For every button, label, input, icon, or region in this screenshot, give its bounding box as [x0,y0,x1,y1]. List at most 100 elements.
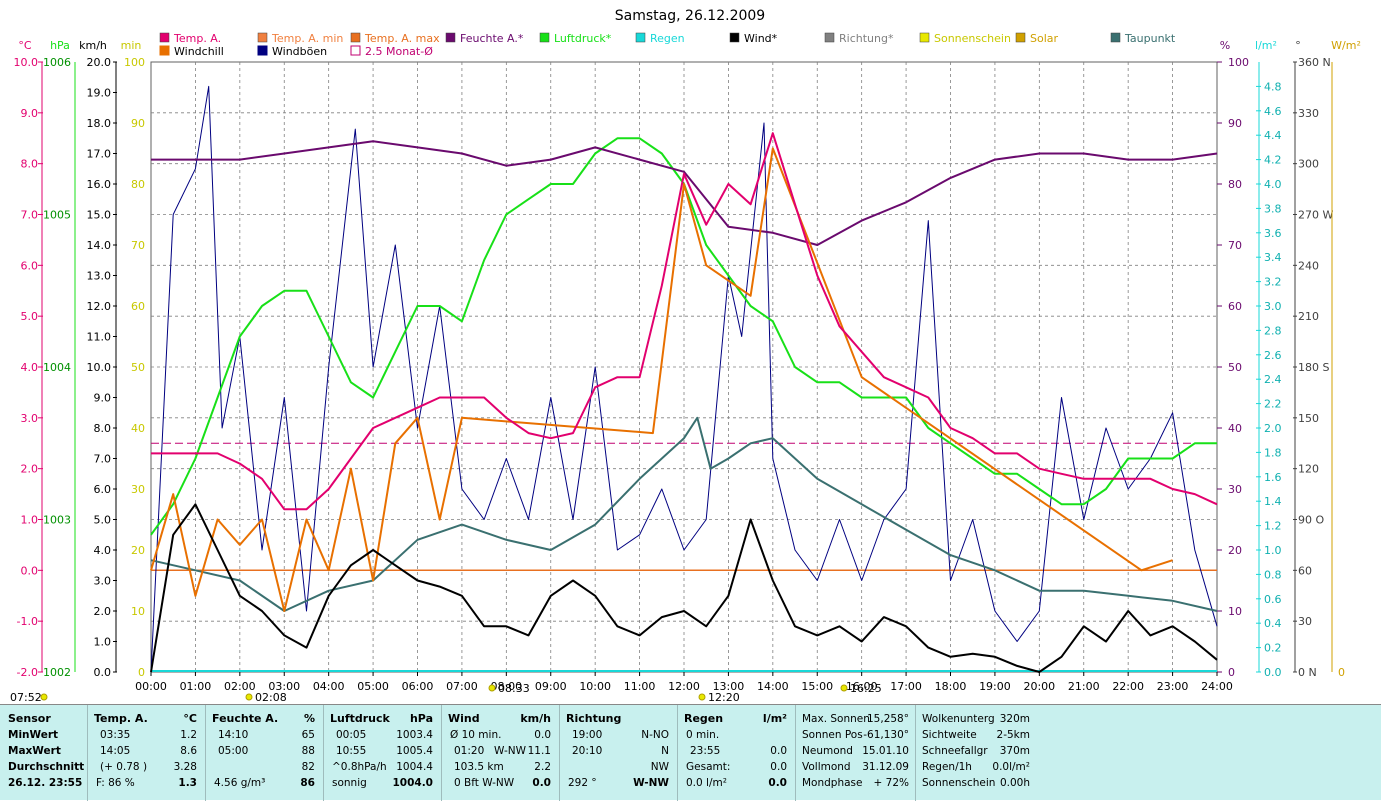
cloud-r5-label: Sonnenschein [922,777,996,789]
legend-label: Temp. A. max [364,32,440,45]
legend-label: Taupunkt [1124,32,1176,45]
wind-unit: km/h [520,712,551,725]
min-tick-label: 100 [124,56,145,69]
time-marker-label: 07:52 [10,691,42,704]
press-forecast-label: sonnig [332,777,367,789]
dir-last-value: W-NW [633,777,669,789]
cloud-r2-value: 2-5km [996,729,1030,741]
time-tick-label: 13:00 [713,680,745,693]
wind-tick-label: 8.0 [94,422,112,435]
wind-tick-label: 13.0 [87,270,112,283]
maxwert-label: MaxWert [8,745,61,757]
cloud-r2-label: Sichtweite [922,729,977,741]
dir-r1-value: N-NO [641,729,669,741]
legend-swatch [919,32,930,43]
legend-label: Sonnenschein [934,32,1011,45]
temp-avg-value: 3.28 [173,761,197,773]
legend-swatch [1015,32,1026,43]
axis-unit-kmh: km/h [79,39,107,52]
rain-tick-label: 3.8 [1264,202,1282,215]
min-tick-label: 80 [131,178,145,191]
axis-unit-hpa: hPa [50,39,70,52]
legend-swatch [350,32,361,43]
wind-tick-label: 5.0 [94,514,112,527]
temp-tick-label: 2.0 [21,463,39,476]
wind-tick-label: 19.0 [87,87,112,100]
hum-min-value: 65 [301,729,315,741]
wind-tick-label: 10.0 [87,361,112,374]
press-unit: hPa [409,712,433,725]
astro-r3-label: Neumond [802,745,853,757]
rain-tick-label: 1.4 [1264,495,1282,508]
astro-r3-value: 15.01.10 [862,745,909,757]
temp-tick-label: 7.0 [21,209,39,222]
stats-temp-col: Temp. A. °C 03:35 1.2 14:05 8.6 (+ 0.78 ) 3.… [88,705,206,801]
wind-tick-label: 9.0 [94,392,112,405]
time-tick-label: 04:00 [313,680,345,693]
wind-tick-label: 14.0 [87,239,112,252]
series-dewpoint [150,416,1218,612]
time-tick-label: 08:00 [490,680,522,693]
wind-tick-label: 7.0 [94,453,112,466]
rain-tick-label: 3.2 [1264,276,1282,289]
rain-value: 0.0 [770,745,787,757]
pct-tick-label: 90 [1228,117,1242,130]
weather-chart: Samstag, 26.12.2009 Temp. A. Temp. A. min… [10,8,1361,704]
temp-min-time: 03:35 [100,729,131,741]
cloud-r4-label: Regen/1h [922,761,972,773]
rain-tick-label: 3.0 [1264,300,1282,313]
time-tick-label: 02:00 [224,680,256,693]
axis-unit-deg: ° [1295,39,1301,52]
rain-tick-label: 1.8 [1264,446,1282,459]
temp-last-value: 1.3 [178,777,197,789]
wind-tick-label: 20.0 [87,56,112,69]
rain-tick-label: 4.0 [1264,178,1282,191]
legend-label: Luftdruck* [554,32,612,45]
time-tick-label: 14:00 [757,680,789,693]
time-tick-label: 10:00 [579,680,611,693]
min-tick-label: 70 [131,239,145,252]
axis-unit-lm2: l/m² [1255,39,1277,52]
deg-tick-label: 210 [1298,310,1319,323]
hum-min-time: 14:10 [218,729,249,741]
sensor-header: Sensor [8,712,51,725]
wind-tick-label: 6.0 [94,483,112,496]
wind-tick-label: 11.0 [87,331,112,344]
time-tick-label: 05:00 [357,680,389,693]
wind-tick-label: 0.0 [94,666,112,679]
astro-r2-value: -61,130° [863,729,909,741]
temp-min-value: 1.2 [180,729,197,741]
series-temp [151,132,1218,511]
rain-tick-label: 3.6 [1264,227,1282,240]
sun-marker-icon [698,693,706,701]
time-tick-label: 20:00 [1023,680,1055,693]
rain-tick-label: 1.0 [1264,544,1282,557]
rain-tick-label: 3.4 [1264,251,1282,264]
deg-tick-label: 360 N [1298,56,1331,69]
time-markers: 07:52 02:08 08:33 12:20 16:25 [10,682,882,704]
pct-tick-label: 40 [1228,422,1242,435]
time-tick-label: 07:00 [446,680,478,693]
legend-swatch [729,32,740,43]
legend-label: Richtung* [839,32,894,45]
legend-swatch [1110,32,1121,43]
temp-tick-label: 6.0 [21,259,39,272]
press-tick-label: 1003 [43,514,71,527]
rain-last-value: 0.0 [768,777,787,789]
legend-label: Wind* [744,32,778,45]
legend-label: Regen [650,32,685,45]
time-tick-label: 11:00 [624,680,656,693]
wind-header: Wind [448,712,480,725]
stats-wind-col: Wind km/h Ø 10 min. 0.0 01:20 W-NW 11.1 103.… [442,705,560,801]
legend-label: Feuchte A.* [460,32,524,45]
time-tick-label: 06:00 [402,680,434,693]
series-wind-gusts [150,85,1218,673]
time-marker-label: 12:20 [708,691,740,704]
sun-marker-icon [488,684,496,692]
rain-tick-label: 0.0 [1264,666,1282,679]
stats-direction-col: Richtung 19:00 N-NO 20:10 N NW 292 ° W-NW [560,705,678,801]
rain-tick-label: 0.4 [1264,617,1282,630]
pct-tick-label: 30 [1228,483,1242,496]
dir-header: Richtung [566,712,622,725]
wind-last-value: 0.0 [532,777,551,789]
